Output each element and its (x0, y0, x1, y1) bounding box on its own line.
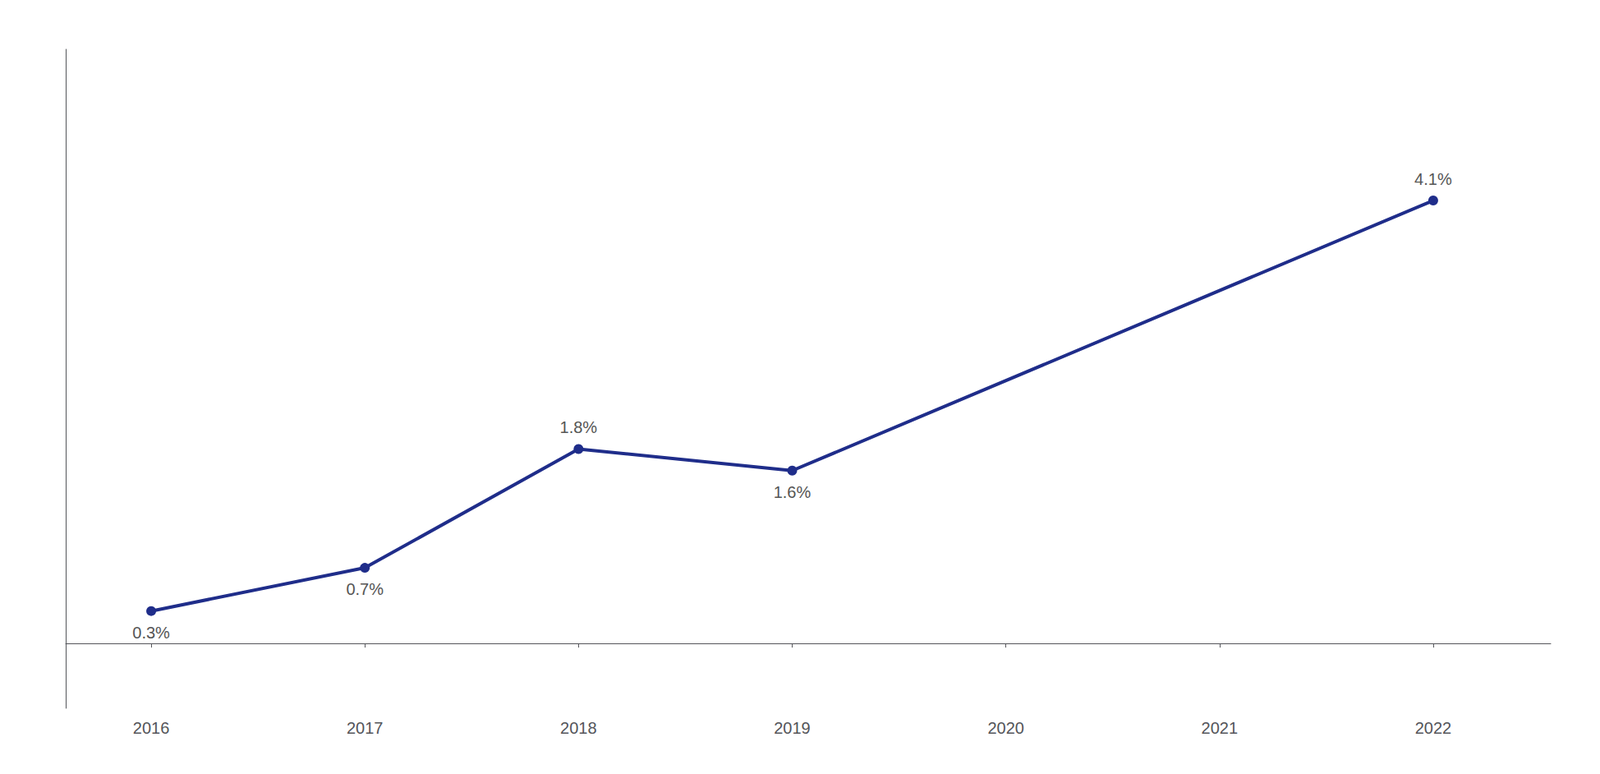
svg-text:1.8%: 1.8% (560, 418, 598, 437)
svg-text:2016: 2016 (133, 718, 171, 737)
svg-text:0.7%: 0.7% (345, 579, 384, 598)
svg-text:0.3%: 0.3% (132, 623, 171, 642)
svg-text:2022: 2022 (1415, 718, 1453, 737)
svg-text:2019: 2019 (773, 718, 811, 737)
svg-text:2020: 2020 (987, 718, 1025, 737)
svg-text:2018: 2018 (560, 718, 598, 737)
svg-text:1.6%: 1.6% (773, 482, 812, 502)
svg-text:2017: 2017 (346, 718, 384, 737)
svg-text:4.1%: 4.1% (1414, 170, 1453, 189)
svg-text:2021: 2021 (1201, 718, 1239, 737)
